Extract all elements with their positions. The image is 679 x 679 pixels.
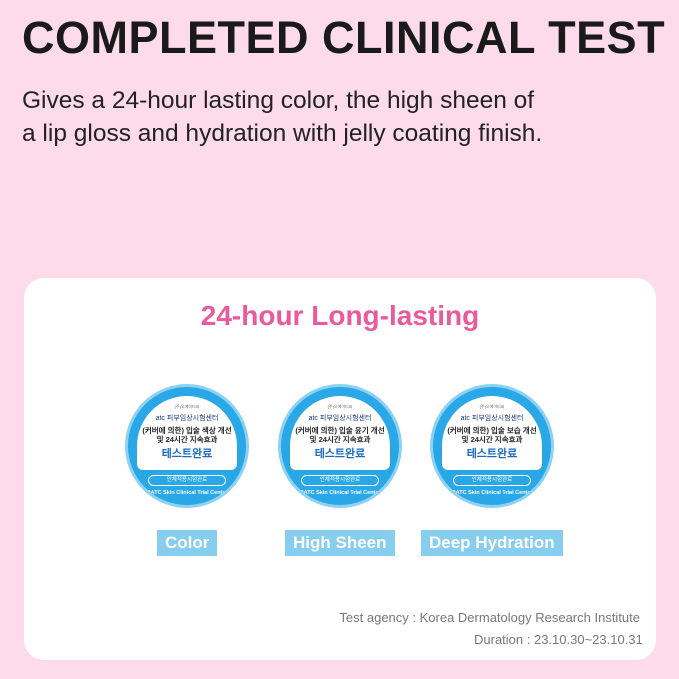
badge-label: High Sheen — [285, 530, 395, 556]
badge-org-logo: atc 피부임상시험센터 — [155, 415, 219, 422]
badge-ring-text: OATC Skin Clinical Trial Center — [451, 490, 533, 496]
test-duration: Duration : 23.10.30~23.10.31 — [474, 632, 643, 647]
badge-description: (커버에 의한) 입술 보습 개선 및 24시간 지속효과 — [442, 426, 542, 444]
badge-pill: 인체적용시험완료 — [453, 475, 531, 486]
badge-description: (커버에 의한) 입술 색상 개선 및 24시간 지속효과 — [137, 426, 237, 444]
badge-main-text: 테스트완료 — [161, 448, 213, 460]
badge-org-logo: atc 피부임상시험센터 — [308, 415, 372, 422]
badge-main-text: 테스트완료 — [314, 448, 366, 460]
badge-line: (커버에 의한) 입술 색상 개선 — [142, 426, 232, 435]
badge-line: (커버에 의한) 입술 윤기 개선 — [295, 426, 385, 435]
badge-main-text: 테스트완료 — [466, 448, 518, 460]
badge-line: 및 24시간 지속효과 — [156, 435, 218, 444]
badge-line: 및 24시간 지속효과 — [461, 435, 523, 444]
card-heading: 24-hour Long-lasting — [200, 300, 480, 331]
badge-company: (주)오에이티씨 — [174, 404, 200, 409]
clinical-test-card: 24-hour Long-lasting (주)오에이티씨 atc 피부임상시험… — [24, 278, 656, 660]
badge-inner: (주)오에이티씨 atc 피부임상시험센터 (커버에 의한) 입술 윤기 개선 및… — [290, 396, 390, 470]
certification-badge: (주)오에이티씨 atc 피부임상시험센터 (커버에 의한) 입술 보습 개선 및… — [430, 384, 554, 508]
badge-company: (주)오에이티씨 — [327, 404, 353, 409]
subtitle-line: a lip gloss and hydration with jelly coa… — [22, 120, 543, 147]
subtitle: Gives a 24-hour lasting color, the high … — [22, 84, 662, 150]
badge-org-logo: atc 피부임상시험센터 — [460, 415, 524, 422]
badge-inner: (주)오에이티씨 atc 피부임상시험센터 (커버에 의한) 입술 보습 개선 및… — [442, 396, 542, 470]
certification-badge: (주)오에이티씨 atc 피부임상시험센터 (커버에 의한) 입술 색상 개선 및… — [125, 384, 249, 508]
badge-label: Deep Hydration — [421, 530, 563, 556]
badge-pill: 인체적용시험완료 — [148, 475, 226, 486]
badge-ring-text: OATC Skin Clinical Trial Center — [299, 490, 381, 496]
badge-line: (커버에 의한) 입술 보습 개선 — [447, 426, 537, 435]
badge-ring-text: OATC Skin Clinical Trial Center — [146, 490, 228, 496]
page-title: COMPLETED CLINICAL TEST — [22, 12, 666, 63]
badge-description: (커버에 의한) 입술 윤기 개선 및 24시간 지속효과 — [290, 426, 390, 444]
badge-line: 및 24시간 지속효과 — [309, 435, 371, 444]
badge-company: (주)오에이티씨 — [479, 404, 505, 409]
badge-inner: (주)오에이티씨 atc 피부임상시험센터 (커버에 의한) 입술 색상 개선 및… — [137, 396, 237, 470]
subtitle-line: Gives a 24-hour lasting color, the high … — [22, 87, 535, 114]
certification-badge: (주)오에이티씨 atc 피부임상시험센터 (커버에 의한) 입술 윤기 개선 및… — [278, 384, 402, 508]
test-agency: Test agency : Korea Dermatology Research… — [339, 610, 640, 625]
badge-label: Color — [157, 530, 218, 556]
badge-pill: 인체적용시험완료 — [301, 475, 379, 486]
